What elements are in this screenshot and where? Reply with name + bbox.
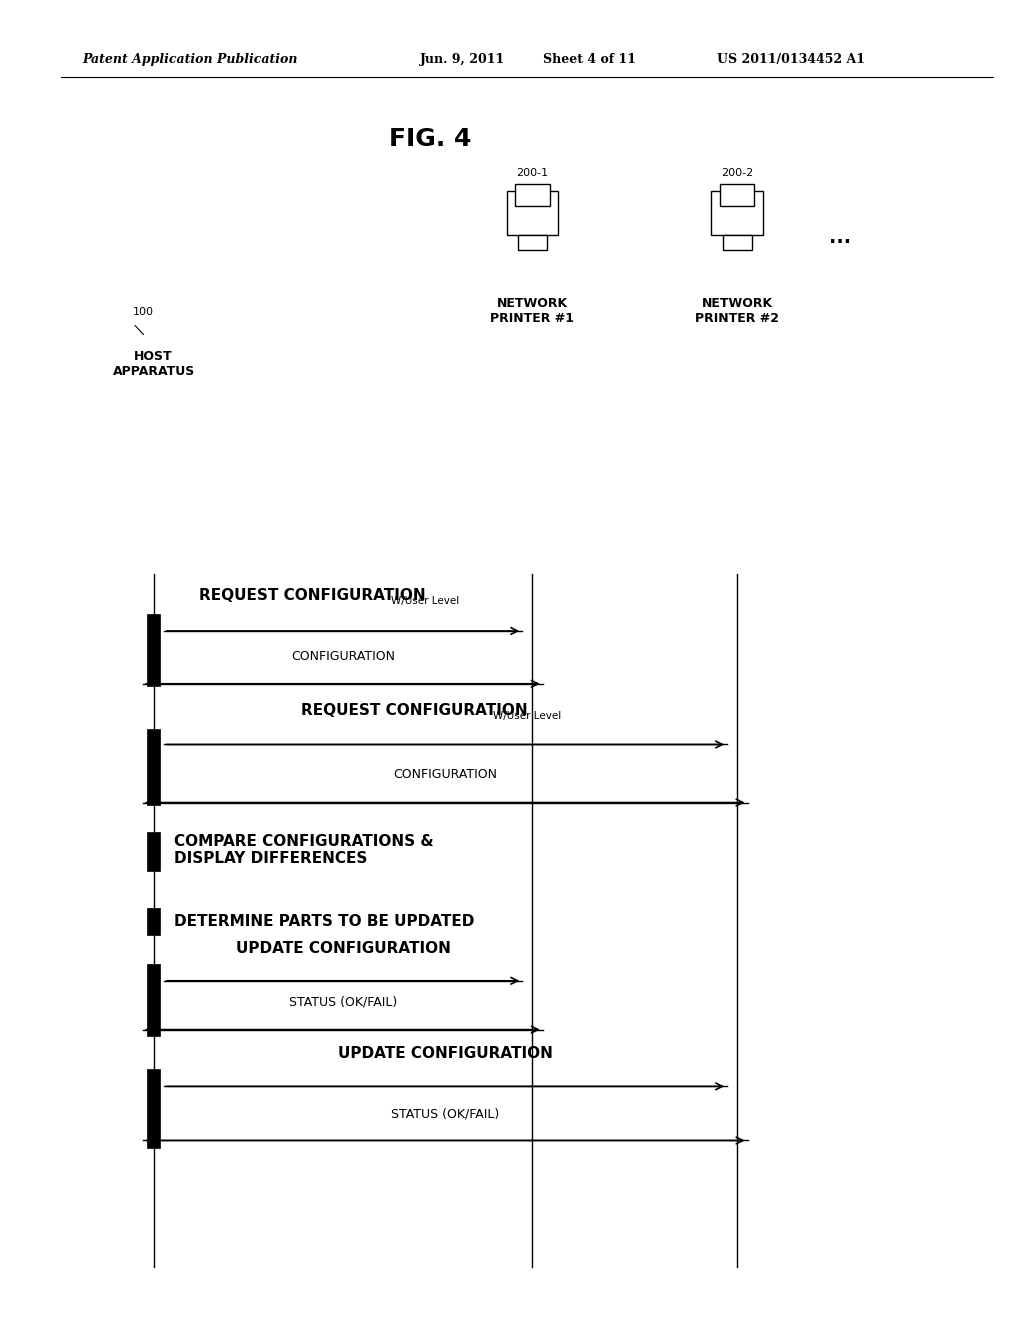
Text: UPDATE CONFIGURATION: UPDATE CONFIGURATION <box>236 941 451 956</box>
Text: NETWORK
PRINTER #1: NETWORK PRINTER #1 <box>490 297 574 325</box>
Bar <box>147 729 160 805</box>
Text: 200-2: 200-2 <box>721 168 754 178</box>
Text: FIG. 4: FIG. 4 <box>389 127 471 150</box>
Text: W/User Level: W/User Level <box>494 710 561 721</box>
Text: DETERMINE PARTS TO BE UPDATED: DETERMINE PARTS TO BE UPDATED <box>174 913 474 929</box>
Bar <box>147 908 160 935</box>
Text: CONFIGURATION: CONFIGURATION <box>393 768 498 781</box>
Text: STATUS (OK/FAIL): STATUS (OK/FAIL) <box>289 995 397 1008</box>
Text: COMPARE CONFIGURATIONS &
DISPLAY DIFFERENCES: COMPARE CONFIGURATIONS & DISPLAY DIFFERE… <box>174 834 434 866</box>
FancyBboxPatch shape <box>515 183 550 206</box>
FancyBboxPatch shape <box>507 191 558 235</box>
Bar <box>147 1069 160 1148</box>
Bar <box>147 964 160 1036</box>
Text: 200-1: 200-1 <box>516 168 549 178</box>
Text: Sheet 4 of 11: Sheet 4 of 11 <box>543 53 636 66</box>
Text: CONFIGURATION: CONFIGURATION <box>291 649 395 663</box>
Text: 100: 100 <box>133 306 154 317</box>
Text: REQUEST CONFIGURATION: REQUEST CONFIGURATION <box>301 704 528 718</box>
Bar <box>147 832 160 871</box>
Text: Patent Application Publication: Patent Application Publication <box>82 53 297 66</box>
Text: HOST
APPARATUS: HOST APPARATUS <box>113 350 195 378</box>
Text: NETWORK
PRINTER #2: NETWORK PRINTER #2 <box>695 297 779 325</box>
Text: UPDATE CONFIGURATION: UPDATE CONFIGURATION <box>338 1047 553 1061</box>
Bar <box>147 614 160 686</box>
Text: US 2011/0134452 A1: US 2011/0134452 A1 <box>717 53 865 66</box>
Text: ...: ... <box>828 228 851 247</box>
Text: Jun. 9, 2011: Jun. 9, 2011 <box>420 53 505 66</box>
Text: REQUEST CONFIGURATION: REQUEST CONFIGURATION <box>199 589 426 603</box>
FancyBboxPatch shape <box>720 183 755 206</box>
FancyBboxPatch shape <box>723 235 752 251</box>
Text: STATUS (OK/FAIL): STATUS (OK/FAIL) <box>391 1107 500 1121</box>
FancyBboxPatch shape <box>518 235 547 251</box>
FancyBboxPatch shape <box>712 191 763 235</box>
Text: W/User Level: W/User Level <box>391 595 459 606</box>
